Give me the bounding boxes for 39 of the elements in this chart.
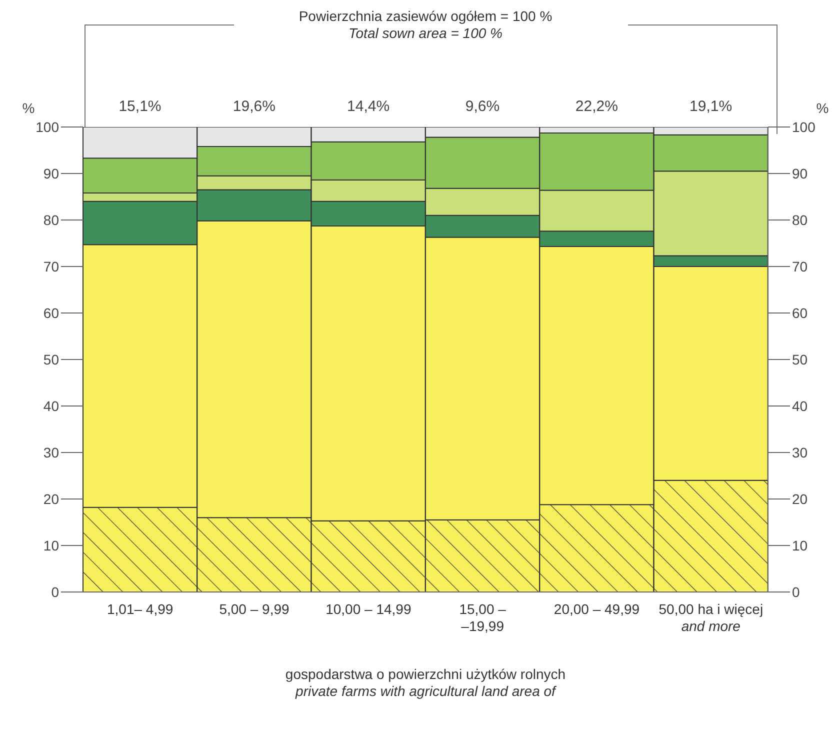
text: 15,1% (118, 98, 162, 115)
text: 19,6% (232, 98, 276, 115)
y-tick-label: 60 (43, 304, 60, 321)
y-tick-label: 90 (43, 165, 60, 182)
y-tick-label: 10 (43, 537, 60, 554)
x-tick-label: 10,00 – 14,99 (326, 601, 412, 617)
y2-tick-label: 100 (792, 118, 816, 135)
y2-tick-label: 80 (792, 212, 808, 228)
y2-tick-label: 10 (792, 537, 808, 554)
y2-axis-title: % (816, 100, 829, 116)
text: 19,1% (690, 98, 732, 115)
y2-tick-label: 40 (792, 398, 808, 414)
x-tick-label: 15,00 – –19,99 (459, 601, 506, 634)
y2-tick-label: 60 (792, 304, 808, 321)
y2-tick-label: 0 (792, 584, 800, 600)
x-tick-label: 1,01– 4,99 (106, 601, 174, 617)
y2-tick-label: 50 (792, 351, 808, 368)
text: 22,2% (575, 98, 618, 115)
y-tick-label: 100 (36, 118, 60, 135)
y2-tick-label: 90 (792, 165, 808, 182)
chart-subtitle: Total sown area = 100 % (348, 25, 504, 42)
chart-title: Powierzchnia zasiewów ogółem = 100 % (298, 8, 554, 25)
text: 14,4% (347, 98, 390, 115)
x-axis-title: gospodarstwa o powierzchni użytków rolnych private farms with agricultural land area of (284, 666, 567, 700)
y-tick-label: 20 (43, 490, 60, 507)
y-tick-label: 40 (43, 398, 60, 414)
y-tick-label: 80 (43, 212, 60, 228)
y2-tick-label: 30 (792, 444, 808, 460)
y-tick-label: 50 (43, 351, 60, 368)
x-tick-label: 5,00 – 9,99 (219, 601, 290, 617)
text: 9,6% (465, 98, 500, 115)
y-axis-title: % (22, 100, 35, 116)
x-tick-label: 50,00 ha i więcej and more (658, 601, 764, 634)
y-tick-label: 70 (43, 258, 60, 274)
x-tick-label: 20,00 – 49,99 (554, 601, 640, 617)
y-tick-label: 0 (51, 584, 60, 600)
y-tick-label: 30 (43, 444, 60, 460)
y2-tick-label: 70 (792, 258, 808, 274)
y2-tick-label: 20 (792, 490, 808, 507)
